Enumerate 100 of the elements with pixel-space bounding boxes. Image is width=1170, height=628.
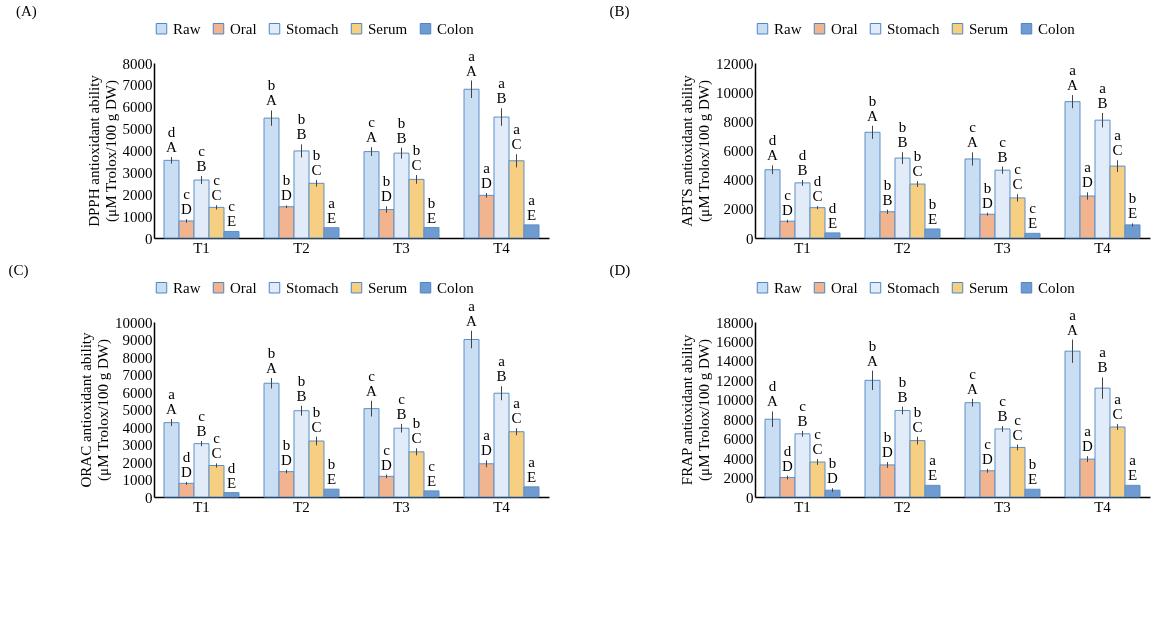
data-label: b C	[411, 142, 422, 173]
legend-label: Serum	[969, 20, 1009, 37]
data-label: a E	[1127, 452, 1138, 484]
y-tick-label: 3000	[122, 164, 153, 181]
data-label: c C	[1012, 161, 1023, 193]
text: (B)	[609, 3, 630, 20]
data-label: d D	[782, 442, 794, 474]
data-label: a A	[166, 386, 178, 418]
y-tick-label: 2000	[122, 186, 153, 203]
data-label: c A	[366, 114, 378, 146]
data-label: b D	[281, 436, 293, 468]
legend-label: Oral	[831, 20, 858, 37]
data-label: b C	[912, 403, 923, 435]
text: (D)	[609, 262, 631, 279]
y-tick-label: 7000	[122, 367, 153, 383]
data-label: b C	[411, 415, 422, 447]
data-label: a B	[496, 353, 507, 385]
data-label: a C	[1112, 391, 1123, 423]
y-tick-label: 0	[746, 230, 754, 247]
data-label: b E	[426, 194, 437, 226]
data-label: b A	[266, 345, 278, 376]
x-tick-label: T2	[894, 498, 911, 515]
y-tick-label: 6000	[122, 384, 153, 401]
data-label: c A	[967, 365, 979, 397]
data-label: c A	[366, 367, 378, 399]
x-tick-label: T2	[293, 498, 310, 515]
y-tick-label: 0	[746, 489, 754, 506]
data-label: b D	[381, 173, 393, 205]
data-label: b A	[867, 92, 879, 124]
data-label: b B	[296, 111, 307, 143]
legend-label: Oral	[230, 20, 257, 37]
y-tick-label: 4000	[122, 143, 153, 159]
data-label: b D	[982, 179, 994, 211]
legend-label: Stomach	[286, 20, 339, 37]
data-label: c C	[812, 426, 823, 458]
x-tick-label: T4	[1094, 498, 1112, 515]
data-label: a A	[1067, 62, 1079, 94]
legend-label: Oral	[230, 279, 257, 296]
data-label: b B	[296, 372, 307, 404]
data-label: c B	[396, 390, 407, 422]
data-label: a C	[1112, 127, 1123, 159]
x-tick-label: T2	[293, 239, 310, 256]
data-label: b D	[882, 429, 894, 460]
y-tick-label: 6000	[723, 143, 754, 159]
data-label: b B	[897, 119, 908, 151]
y-tick-label: 3000	[122, 437, 153, 453]
data-label: c D	[782, 186, 794, 218]
data-label: a A	[466, 47, 478, 79]
legend-label: Colon	[1038, 20, 1076, 37]
data-label: a B	[496, 75, 507, 107]
y-tick-label: 9000	[122, 332, 153, 348]
data-label: a E	[526, 191, 537, 223]
data-label: a E	[326, 194, 337, 226]
x-tick-label: T4	[493, 498, 511, 515]
y-tick-label: 8000	[122, 349, 153, 366]
data-label: b A	[266, 77, 278, 109]
y-tick-label: 2000	[723, 470, 754, 487]
y-tick-label: 0	[145, 489, 153, 506]
data-label: c B	[196, 408, 207, 439]
y-tick-label: 10000	[716, 84, 754, 101]
data-label: b B	[396, 114, 407, 146]
data-label: c C	[211, 430, 222, 462]
data-label: b B	[897, 373, 908, 405]
data-label: a C	[511, 121, 522, 153]
x-tick-label: T2	[894, 239, 911, 256]
x-tick-label: T4	[1094, 239, 1112, 256]
text: (C)	[8, 262, 29, 279]
data-label: d C	[812, 173, 823, 205]
data-label: a D	[481, 427, 493, 459]
y-tick-label: 1000	[122, 472, 153, 488]
data-label: a E	[526, 453, 537, 485]
y-tick-label: 2000	[122, 454, 153, 471]
data-label: b B	[882, 176, 893, 208]
data-label: b C	[311, 147, 322, 179]
data-label: b E	[326, 456, 337, 488]
legend-label: Raw	[173, 279, 201, 296]
legend-label: Stomach	[887, 279, 940, 296]
data-label: a D	[481, 160, 493, 192]
x-tick-label: T1	[193, 239, 210, 256]
data-label: c B	[997, 133, 1008, 165]
y-tick-label: 8000	[122, 55, 153, 72]
x-tick-label: T1	[794, 239, 811, 256]
data-label: d D	[181, 448, 193, 480]
x-tick-label: T1	[794, 498, 811, 515]
legend-label: Raw	[774, 279, 802, 296]
data-label: d A	[767, 378, 779, 410]
y-tick-label: 16000	[716, 333, 754, 350]
y-tick-label: 18000	[716, 314, 754, 331]
legend-label: Colon	[437, 279, 475, 296]
y-tick-label: 8000	[723, 113, 754, 130]
y-tick-label: 5000	[122, 121, 153, 138]
y-tick-label: 12000	[716, 55, 754, 72]
legend-label: Colon	[437, 20, 475, 37]
data-label: a D	[1082, 159, 1094, 191]
data-label: a E	[927, 452, 938, 484]
y-tick-label: 4000	[723, 450, 754, 467]
y-tick-label: 4000	[122, 419, 153, 436]
data-label: a C	[511, 395, 522, 427]
data-label: b D	[827, 455, 839, 487]
data-label: c D	[982, 435, 994, 467]
